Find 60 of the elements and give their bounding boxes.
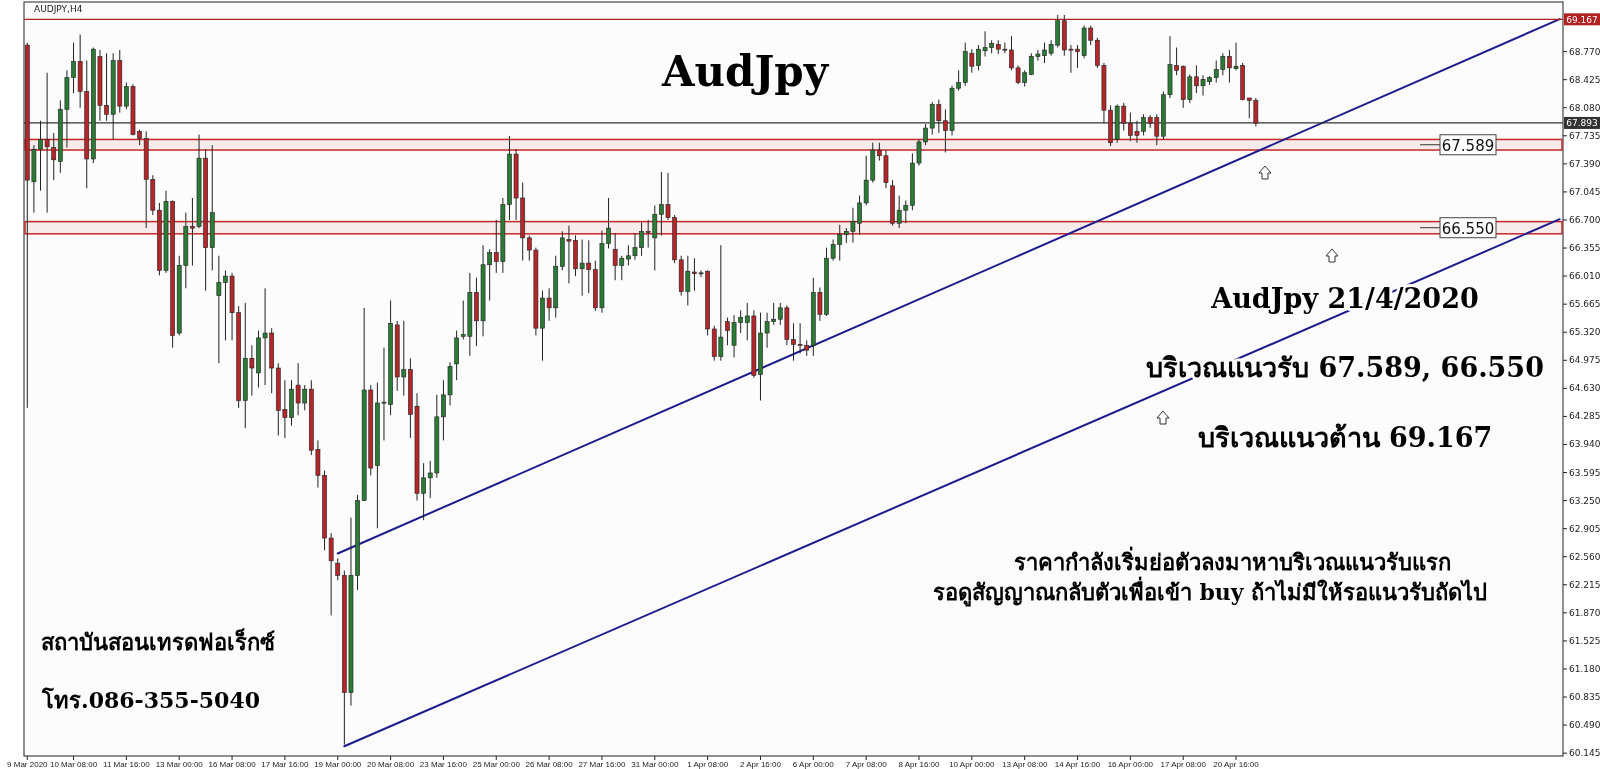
- x-tick-label: 23 Mar 16:00: [419, 760, 468, 769]
- chart-subtitle: AUDJPY,H4: [34, 4, 83, 14]
- x-tick-label: 26 Mar 08:00: [525, 760, 574, 769]
- x-tick-label: 2 Apr 16:00: [740, 760, 782, 769]
- y-tick-label: 68.425: [1569, 74, 1600, 85]
- y-tick-label: 63.250: [1569, 495, 1600, 506]
- x-tick-label: 14 Apr 16:00: [1054, 760, 1101, 769]
- y-tick-label: 68.080: [1569, 102, 1600, 113]
- x-tick-label: 11 Mar 16:00: [103, 760, 151, 769]
- x-tick-label: 1 Apr 08:00: [687, 760, 729, 769]
- y-tick-label: 62.560: [1569, 551, 1600, 562]
- y-tick-label: 66.010: [1569, 271, 1600, 282]
- y-tick-label: 64.285: [1569, 411, 1600, 422]
- x-tick-label: 19 Mar 00:00: [314, 760, 362, 769]
- annotation: รอดูสัญญาณกลับตัวเพื่อเข้า buy ถ้าไม่มีให้รอแนวรับถัดไป: [932, 576, 1488, 607]
- x-tick-label: 16 Apr 00:00: [1107, 760, 1154, 769]
- annotation: สถาบันสอนเทรดฟอเร็กซ์: [41, 628, 275, 655]
- x-tick-label: 10 Apr 00:00: [949, 760, 996, 769]
- ref-label: 69.167: [1564, 13, 1600, 26]
- text: AudJpy: [660, 47, 830, 96]
- y-tick-label: 61.180: [1569, 663, 1600, 674]
- x-tick-label: 7 Apr 08:00: [845, 760, 888, 769]
- x-tick-label: 16 Mar 08:00: [208, 760, 257, 769]
- annotation: บริเวณแนวต้าน 69.167: [1197, 422, 1493, 453]
- y-tick-label: 68.770: [1569, 46, 1600, 57]
- x-tick-label: 10 Mar 08:00: [49, 760, 98, 769]
- y-tick-label: 63.940: [1569, 439, 1600, 450]
- y-tick-label: 62.905: [1569, 523, 1600, 534]
- y-tick-label: 64.975: [1569, 355, 1600, 366]
- y-tick-label: 63.595: [1569, 467, 1600, 478]
- x-tick-label: 20 Apr 16:00: [1213, 760, 1260, 769]
- x-tick-label: 9 Mar 2020: [7, 760, 49, 769]
- x-tick-label: 13 Apr 08:00: [1001, 760, 1048, 769]
- y-tick-label: 65.665: [1569, 299, 1600, 310]
- y-tick-label: 67.390: [1569, 158, 1600, 169]
- x-tick-label: 20 Mar 08:00: [367, 760, 415, 769]
- y-tick-label: 60.145: [1569, 748, 1600, 759]
- x-tick-label: 8 Apr 16:00: [898, 760, 941, 769]
- y-tick-label: 66.355: [1569, 243, 1600, 254]
- y-tick-label: 66.700: [1569, 214, 1600, 225]
- x-tick-label: 17 Apr 08:00: [1160, 760, 1207, 769]
- y-tick-label: 65.320: [1569, 327, 1600, 338]
- x-tick-label: 25 Mar 00:00: [472, 760, 521, 769]
- band-label: 66.550: [1441, 219, 1495, 238]
- band-label: 67.589: [1441, 136, 1495, 155]
- x-tick-label: 17 Mar 16:00: [261, 760, 310, 769]
- y-tick-label: 62.215: [1569, 579, 1600, 590]
- y-tick-label: 60.835: [1569, 692, 1600, 703]
- annotation: โทร.086-355-5040: [41, 687, 260, 713]
- y-tick-label: 61.525: [1569, 635, 1600, 646]
- x-tick-label: 13 Mar 00:00: [155, 760, 204, 769]
- annotation: ราคากำลังเริ่มย่อตัวลงมาหาบริเวณแนวรับแรก: [1013, 546, 1451, 575]
- y-tick-label: 64.630: [1569, 383, 1600, 394]
- y-tick-label: 60.490: [1569, 720, 1600, 731]
- y-tick-label: 67.045: [1569, 186, 1600, 197]
- y-tick-label: 67.735: [1569, 130, 1600, 141]
- y-tick-label: 61.870: [1569, 607, 1600, 618]
- x-tick-label: 31 Mar 00:00: [631, 760, 679, 769]
- x-tick-label: 27 Mar 16:00: [578, 760, 627, 769]
- x-tick-label: 6 Apr 00:00: [792, 760, 835, 769]
